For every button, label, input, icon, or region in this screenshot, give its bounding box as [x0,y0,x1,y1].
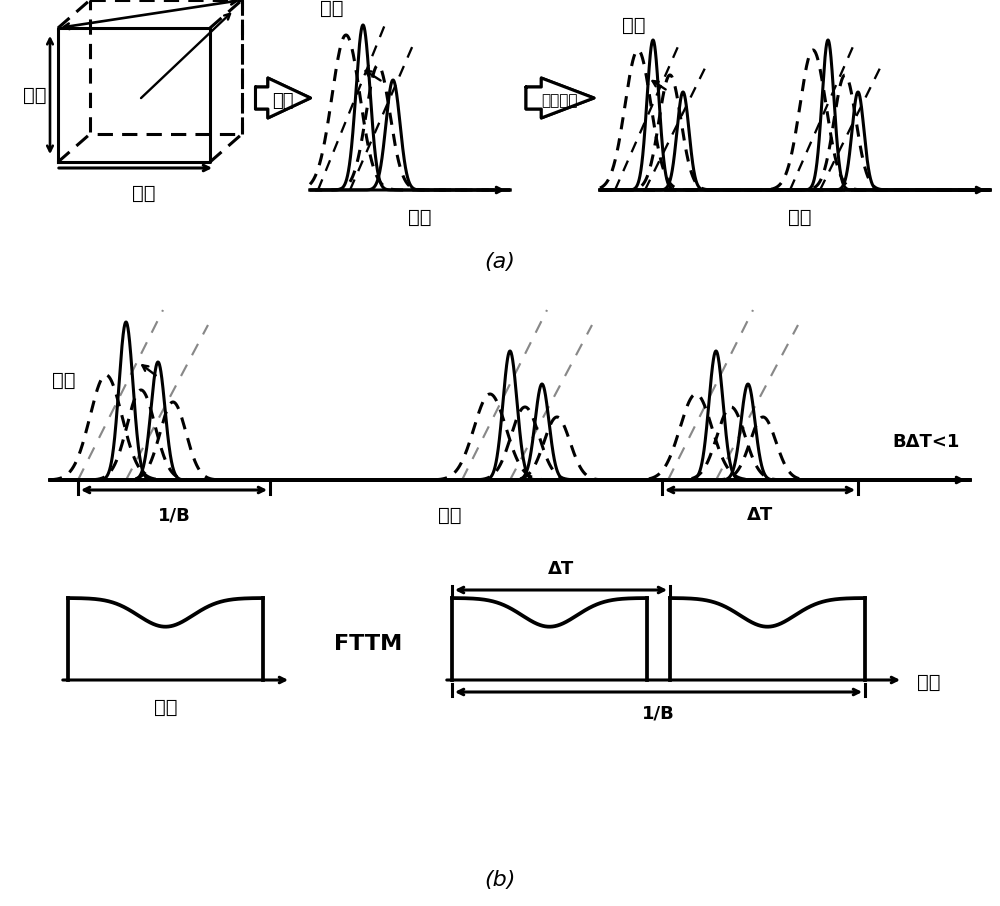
Text: 波长: 波长 [622,16,646,35]
Text: ΔT: ΔT [548,560,574,578]
Text: 时间: 时间 [408,208,432,227]
Text: 时间: 时间 [788,208,812,227]
Text: ΔT: ΔT [747,506,773,524]
Polygon shape [256,78,310,118]
Text: 1/B: 1/B [642,704,675,722]
Text: BΔT<1: BΔT<1 [893,433,960,451]
Text: 时间: 时间 [438,506,462,525]
Text: 时间: 时间 [917,672,940,691]
Text: 波长: 波长 [154,698,177,717]
Text: 1/B: 1/B [158,506,190,524]
Text: (b): (b) [484,870,516,890]
Polygon shape [526,78,594,118]
Text: FTTM: FTTM [334,634,402,654]
Text: 波长: 波长 [22,85,46,104]
Text: 时间: 时间 [132,184,156,203]
Text: 调制: 调制 [272,92,294,110]
Text: 波长: 波长 [52,371,76,390]
Text: 波长: 波长 [320,0,344,18]
Text: (a): (a) [485,252,515,272]
Text: 频谱塑形: 频谱塑形 [542,93,578,109]
